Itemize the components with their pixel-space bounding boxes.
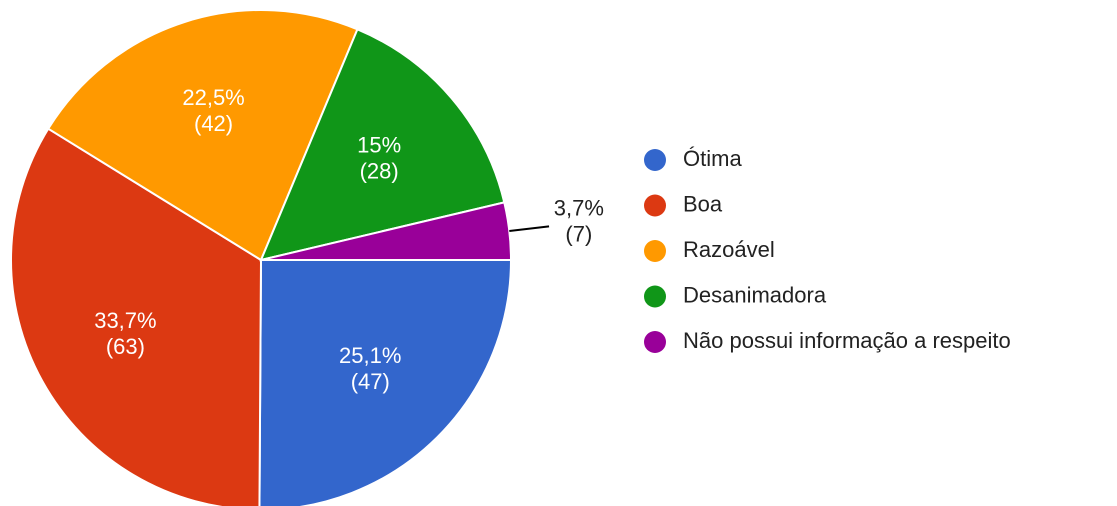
- legend-swatch: [644, 240, 666, 262]
- slice-count-label: (63): [106, 334, 145, 359]
- legend-swatch: [644, 285, 666, 308]
- pie-slice: [260, 201, 513, 261]
- legend-label: Razoável: [683, 237, 775, 262]
- legend-swatch: [644, 149, 666, 171]
- slice-percent-label: 25,1%: [339, 343, 401, 368]
- slice-percent-label: 15%: [357, 133, 401, 158]
- legend-label: Desanimadora: [683, 282, 827, 307]
- slice-count-label: (47): [351, 369, 390, 394]
- legend-swatch: [644, 331, 666, 353]
- pie-slice: [10, 127, 263, 506]
- slice-count-label: (42): [194, 111, 233, 136]
- slice-count-label: (28): [360, 159, 399, 184]
- legend-label: Ótima: [683, 146, 742, 171]
- slice-percent-label: 33,7%: [94, 308, 156, 333]
- pie-slice: [46, 9, 359, 262]
- slice-percent-label: 22,5%: [182, 85, 244, 110]
- legend-label: Não possui informação a respeito: [683, 328, 1011, 353]
- pie-slice: [259, 28, 506, 262]
- legend-swatch: [644, 194, 666, 217]
- slice-count-label: (7): [565, 222, 592, 247]
- legend-label: Boa: [683, 191, 723, 216]
- leader-line: [509, 225, 550, 232]
- slice-percent-label: 3,7%: [554, 196, 604, 221]
